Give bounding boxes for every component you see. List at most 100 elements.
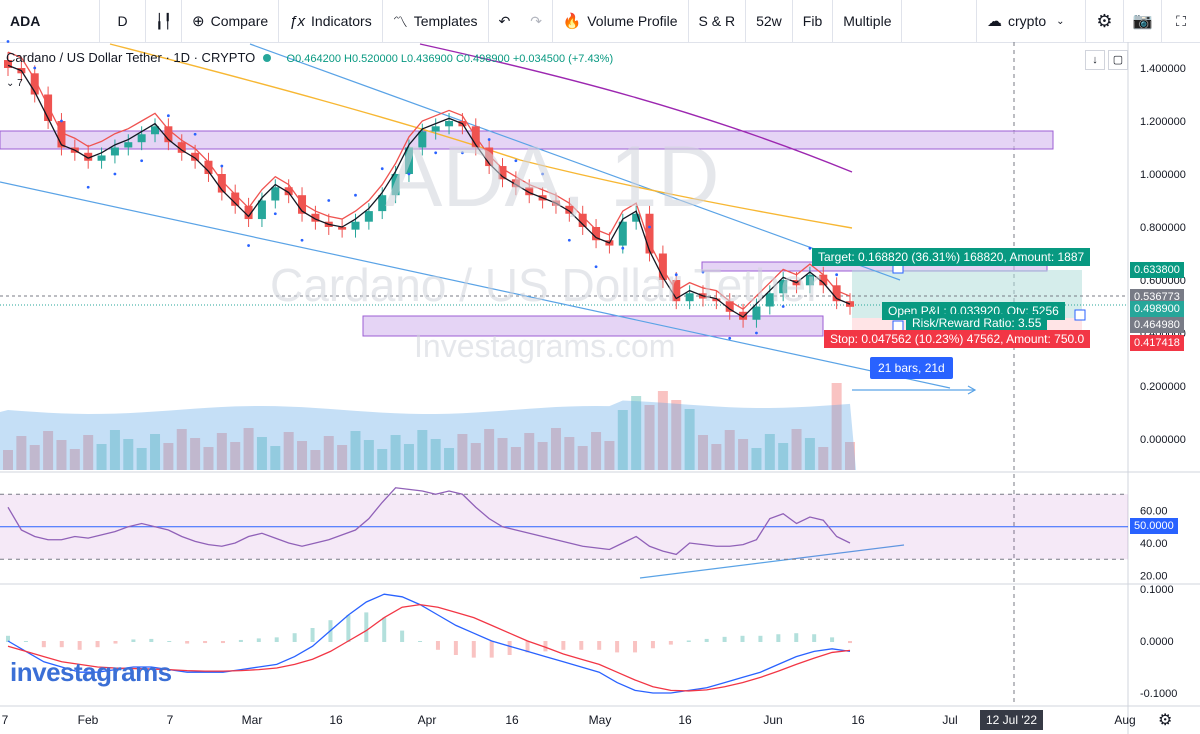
volume-bar (43, 431, 54, 470)
target-price-tag: 0.633800 (1130, 262, 1184, 278)
candle-body (364, 211, 373, 222)
candle-body (191, 152, 200, 161)
volume-ma-area (0, 400, 856, 470)
interval-button[interactable]: D (100, 0, 146, 42)
flame-icon: 🔥 (562, 13, 582, 30)
volume-bar (577, 446, 588, 470)
rsi-tick-label: 60.00 (1140, 506, 1168, 518)
fib-button[interactable]: Fib (793, 0, 834, 42)
range-label[interactable]: 21 bars, 21d (870, 357, 953, 379)
fullscreen-button[interactable]: ⛶ (1162, 0, 1200, 42)
candle-body (84, 152, 93, 161)
ma-mid-line (7, 51, 851, 310)
candle-body (685, 293, 694, 302)
volume-bar (791, 429, 802, 470)
price-tick-label: 1.400000 (1140, 63, 1186, 75)
compare-button[interactable]: ⊕ Compare (182, 0, 280, 42)
settings-button[interactable]: ⚙ (1086, 0, 1124, 42)
ma-long-line (419, 43, 853, 173)
date-tick-label: 7 (167, 713, 174, 727)
volume-bar (497, 438, 508, 470)
sar-dot (354, 193, 357, 197)
sr-label: S & R (698, 13, 736, 29)
volume-bar (591, 432, 602, 470)
macd-histogram-bar (758, 635, 763, 642)
gear-icon: ⚙ (1096, 10, 1113, 31)
volume-bar (377, 449, 388, 470)
macd-histogram-bar (6, 635, 10, 642)
macd-histogram-bar (776, 634, 781, 642)
rsi-tick-label: 20.00 (1140, 571, 1168, 583)
macd-histogram-bar (382, 617, 387, 642)
screenshot-button[interactable]: 📷 (1124, 0, 1162, 42)
volume-profile-button[interactable]: 🔥 Volume Profile (553, 0, 689, 42)
sar-dot (327, 199, 331, 202)
chevron-down-icon: ⌄ (1056, 15, 1065, 27)
sar-dot (514, 159, 518, 163)
candle-body (97, 155, 106, 161)
volume-bar (283, 432, 294, 470)
redo-button[interactable]: ↷ (521, 0, 553, 42)
top-toolbar: ADA D ╽╿ ⊕ Compare ƒx Indicators 〽 Template… (0, 0, 1200, 43)
candle-body (805, 274, 814, 286)
templates-button[interactable]: 〽 Templates (383, 0, 489, 42)
axis-settings-button[interactable]: ⚙ (1158, 710, 1172, 730)
date-tick-label: 7 (2, 713, 9, 727)
volume-bar (444, 448, 455, 470)
candle-body (231, 192, 240, 206)
candle-body (217, 174, 226, 193)
volume-bar (510, 447, 521, 470)
pane-maximize-button[interactable]: ▢ (1108, 50, 1128, 70)
candle-body (151, 126, 160, 135)
candle-body (378, 195, 387, 212)
volume-bar (711, 444, 722, 470)
layout-button[interactable]: ☁ crypto ⌄ (976, 0, 1086, 42)
volume-bar (644, 405, 655, 470)
signal-line (7, 603, 851, 692)
macd-tick-label: 0.0000 (1140, 636, 1174, 648)
stop-label[interactable]: Stop: 0.047562 (10.23%) 47562, Amount: 7… (824, 330, 1091, 348)
volume-bar (845, 442, 855, 470)
sar-dot (621, 246, 625, 250)
price-tick-label: 1.200000 (1140, 116, 1186, 128)
symbol-search-button[interactable]: ADA (0, 0, 100, 42)
risk-reward-label[interactable]: Risk/Reward Ratio: 3.55 (906, 314, 1048, 332)
badge-count: 7 (17, 78, 23, 89)
sar-dot (300, 238, 304, 242)
target-label[interactable]: Target: 0.168820 (36.31%) 168820, Amount… (812, 248, 1091, 266)
collapse-badge[interactable]: ⌄ 7 (6, 78, 23, 89)
date-tick-label: Mar (242, 713, 263, 727)
candle-body (338, 227, 347, 230)
volume-bar (29, 445, 40, 470)
symbol-watermark: ADA, 1D (385, 129, 720, 225)
sar-dot (594, 265, 598, 269)
chart-style-button[interactable]: ╽╿ (146, 0, 182, 42)
date-tick-label: Aug (1114, 713, 1135, 727)
volume-bar (310, 450, 321, 470)
date-tick-label: 16 (505, 713, 519, 727)
candle-body (632, 213, 641, 222)
macd-histogram-bar (489, 641, 494, 658)
macd-histogram-bar (167, 641, 172, 642)
macd-tick-label: 0.1000 (1140, 584, 1174, 596)
name-watermark: Cardano / US Dollar Tether (270, 259, 822, 311)
pane-down-button[interactable]: ↓ (1085, 50, 1105, 70)
candle-body (257, 200, 266, 220)
indicators-button[interactable]: ƒx Indicators (279, 0, 383, 42)
candle-body (351, 221, 360, 230)
volume-bar (96, 444, 107, 470)
candle-body (658, 253, 667, 280)
volume-bar (524, 433, 535, 470)
price-tick-label: 0.600000 (1140, 275, 1186, 287)
candle-body (525, 187, 534, 196)
52w-button[interactable]: 52w (746, 0, 793, 42)
undo-button[interactable]: ↶ (489, 0, 521, 42)
candle-body (4, 60, 12, 68)
toolbar-right: ☁ crypto ⌄ ⚙ 📷 ⛶ (976, 0, 1200, 42)
candle-body (485, 147, 494, 167)
sr-button[interactable]: S & R (689, 0, 747, 42)
volume-bar (350, 431, 361, 470)
price-tick-label: 0.200000 (1140, 381, 1186, 393)
multiple-button[interactable]: Multiple (833, 0, 903, 42)
